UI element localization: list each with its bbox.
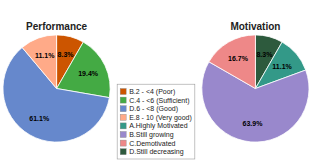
pie-slice <box>22 35 56 89</box>
legend-label: A.Highly Motivated <box>129 122 187 130</box>
legend-swatch <box>120 89 126 95</box>
legend-label: B.2 - <4 (Poor) <box>129 88 175 96</box>
chart-title: Performance <box>26 21 88 32</box>
data-label: 63.9% <box>243 120 264 127</box>
legend-label: E.8 - 10 (Very good) <box>129 114 192 122</box>
legend-swatch <box>120 132 126 138</box>
data-label: 61.1% <box>29 115 50 122</box>
data-label: 8.3% <box>256 51 273 58</box>
legend-swatch <box>120 123 126 129</box>
legend-label: D.Still decreasing <box>129 148 184 156</box>
chart-title: Motivation <box>230 21 280 32</box>
data-label: 11.1% <box>35 52 55 59</box>
legend-swatch <box>120 149 126 155</box>
data-label: 16.7% <box>228 55 249 62</box>
legend-swatch <box>120 114 126 120</box>
legend: B.2 - <4 (Poor)C.4 - <6 (Sufficient)D.6 … <box>117 84 195 159</box>
pie <box>3 35 110 142</box>
data-label: 11.1% <box>272 63 292 70</box>
pie-slice <box>209 35 255 89</box>
data-label: 19.4% <box>78 70 99 77</box>
legend-label: C.4 - <6 (Sufficient) <box>129 97 189 105</box>
legend-swatch <box>120 140 126 146</box>
legend-swatch <box>120 97 126 103</box>
pie <box>202 35 309 142</box>
legend-frame <box>117 84 195 159</box>
legend-label: C.Demotivated <box>129 140 175 147</box>
data-label: 8.3% <box>58 51 75 58</box>
pie-slice <box>57 42 111 98</box>
legend-swatch <box>120 106 126 112</box>
chart: B.2 - <4 (Poor)C.4 - <6 (Sufficient)D.6 … <box>0 0 312 162</box>
legend-label: D.6 - <8 (Good) <box>129 105 178 113</box>
legend-label: B.Still growing <box>129 131 173 139</box>
